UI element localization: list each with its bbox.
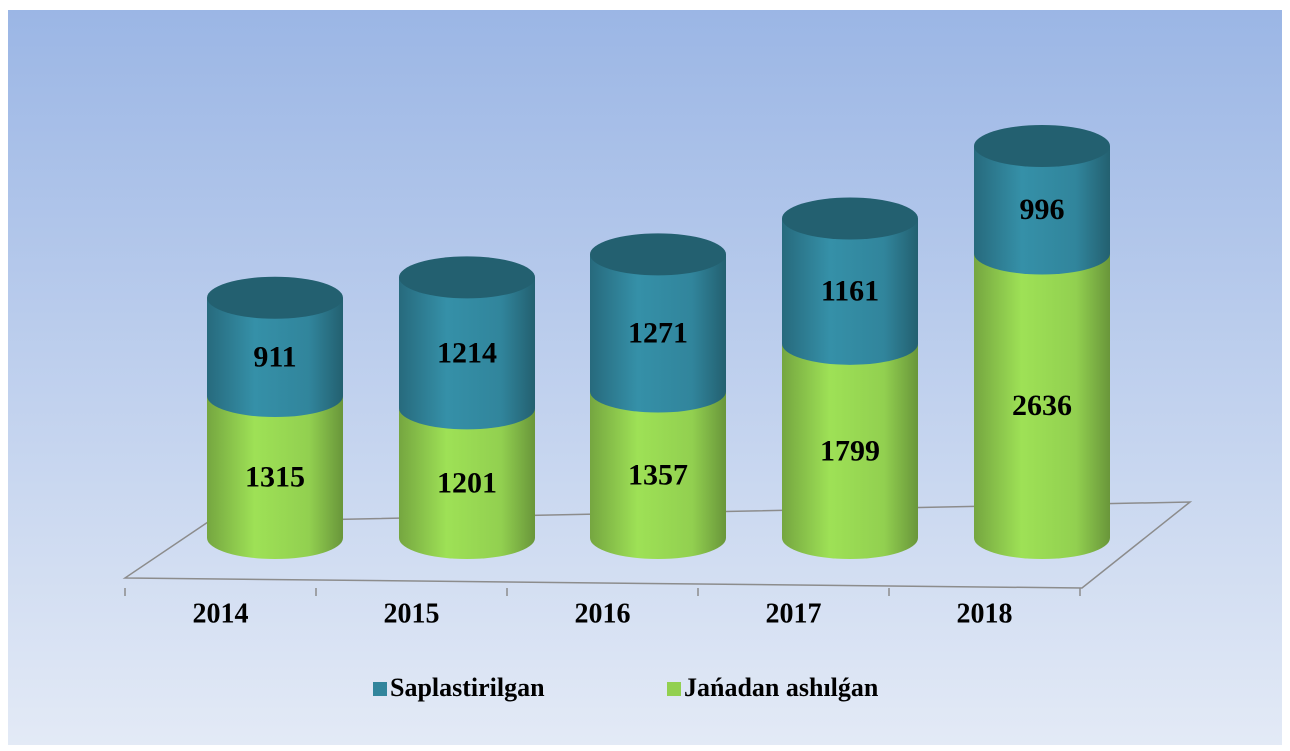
cylinder-segment: [974, 253, 1110, 559]
data-label: 1357: [628, 458, 688, 491]
data-label: 1799: [820, 434, 880, 467]
legend-label: Saplastirilgan: [390, 673, 545, 702]
cylinder-top: [782, 197, 918, 240]
data-label: 1201: [437, 467, 497, 500]
data-label: 1161: [821, 275, 879, 308]
data-label: 2636: [1012, 389, 1072, 422]
x-tick-label: 2014: [193, 598, 249, 629]
x-tick-label: 2015: [384, 598, 440, 629]
cylinder-top: [399, 256, 535, 299]
cylinder-segment: [974, 146, 1110, 275]
cylinder-segment: [399, 408, 535, 559]
cylinder-segment: [207, 396, 343, 559]
x-tick-label: 2017: [766, 598, 822, 629]
legend-swatch: [667, 682, 681, 696]
cylinder-segment: [782, 343, 918, 559]
floor: [122, 501, 1193, 589]
data-label: 1315: [245, 461, 305, 494]
cylinder-segment: [207, 297, 343, 418]
cylinder-top: [974, 125, 1110, 167]
legend-label: Jańadan ashılǵan: [684, 673, 879, 702]
cylinder-segment: [782, 218, 918, 365]
x-tick-label: 2018: [957, 598, 1013, 629]
cylinder-top: [207, 276, 343, 319]
data-label: 996: [1020, 193, 1065, 226]
data-label: 1271: [628, 316, 688, 349]
cylinder-top: [590, 233, 726, 276]
cylinder-segment: [590, 391, 726, 559]
data-label: 911: [253, 340, 296, 373]
cylinder-segment: [399, 277, 535, 430]
cylinder-segment: [590, 254, 726, 413]
legend-swatch: [373, 682, 387, 696]
x-tick-label: 2016: [575, 598, 631, 629]
data-label: 1214: [437, 336, 497, 369]
